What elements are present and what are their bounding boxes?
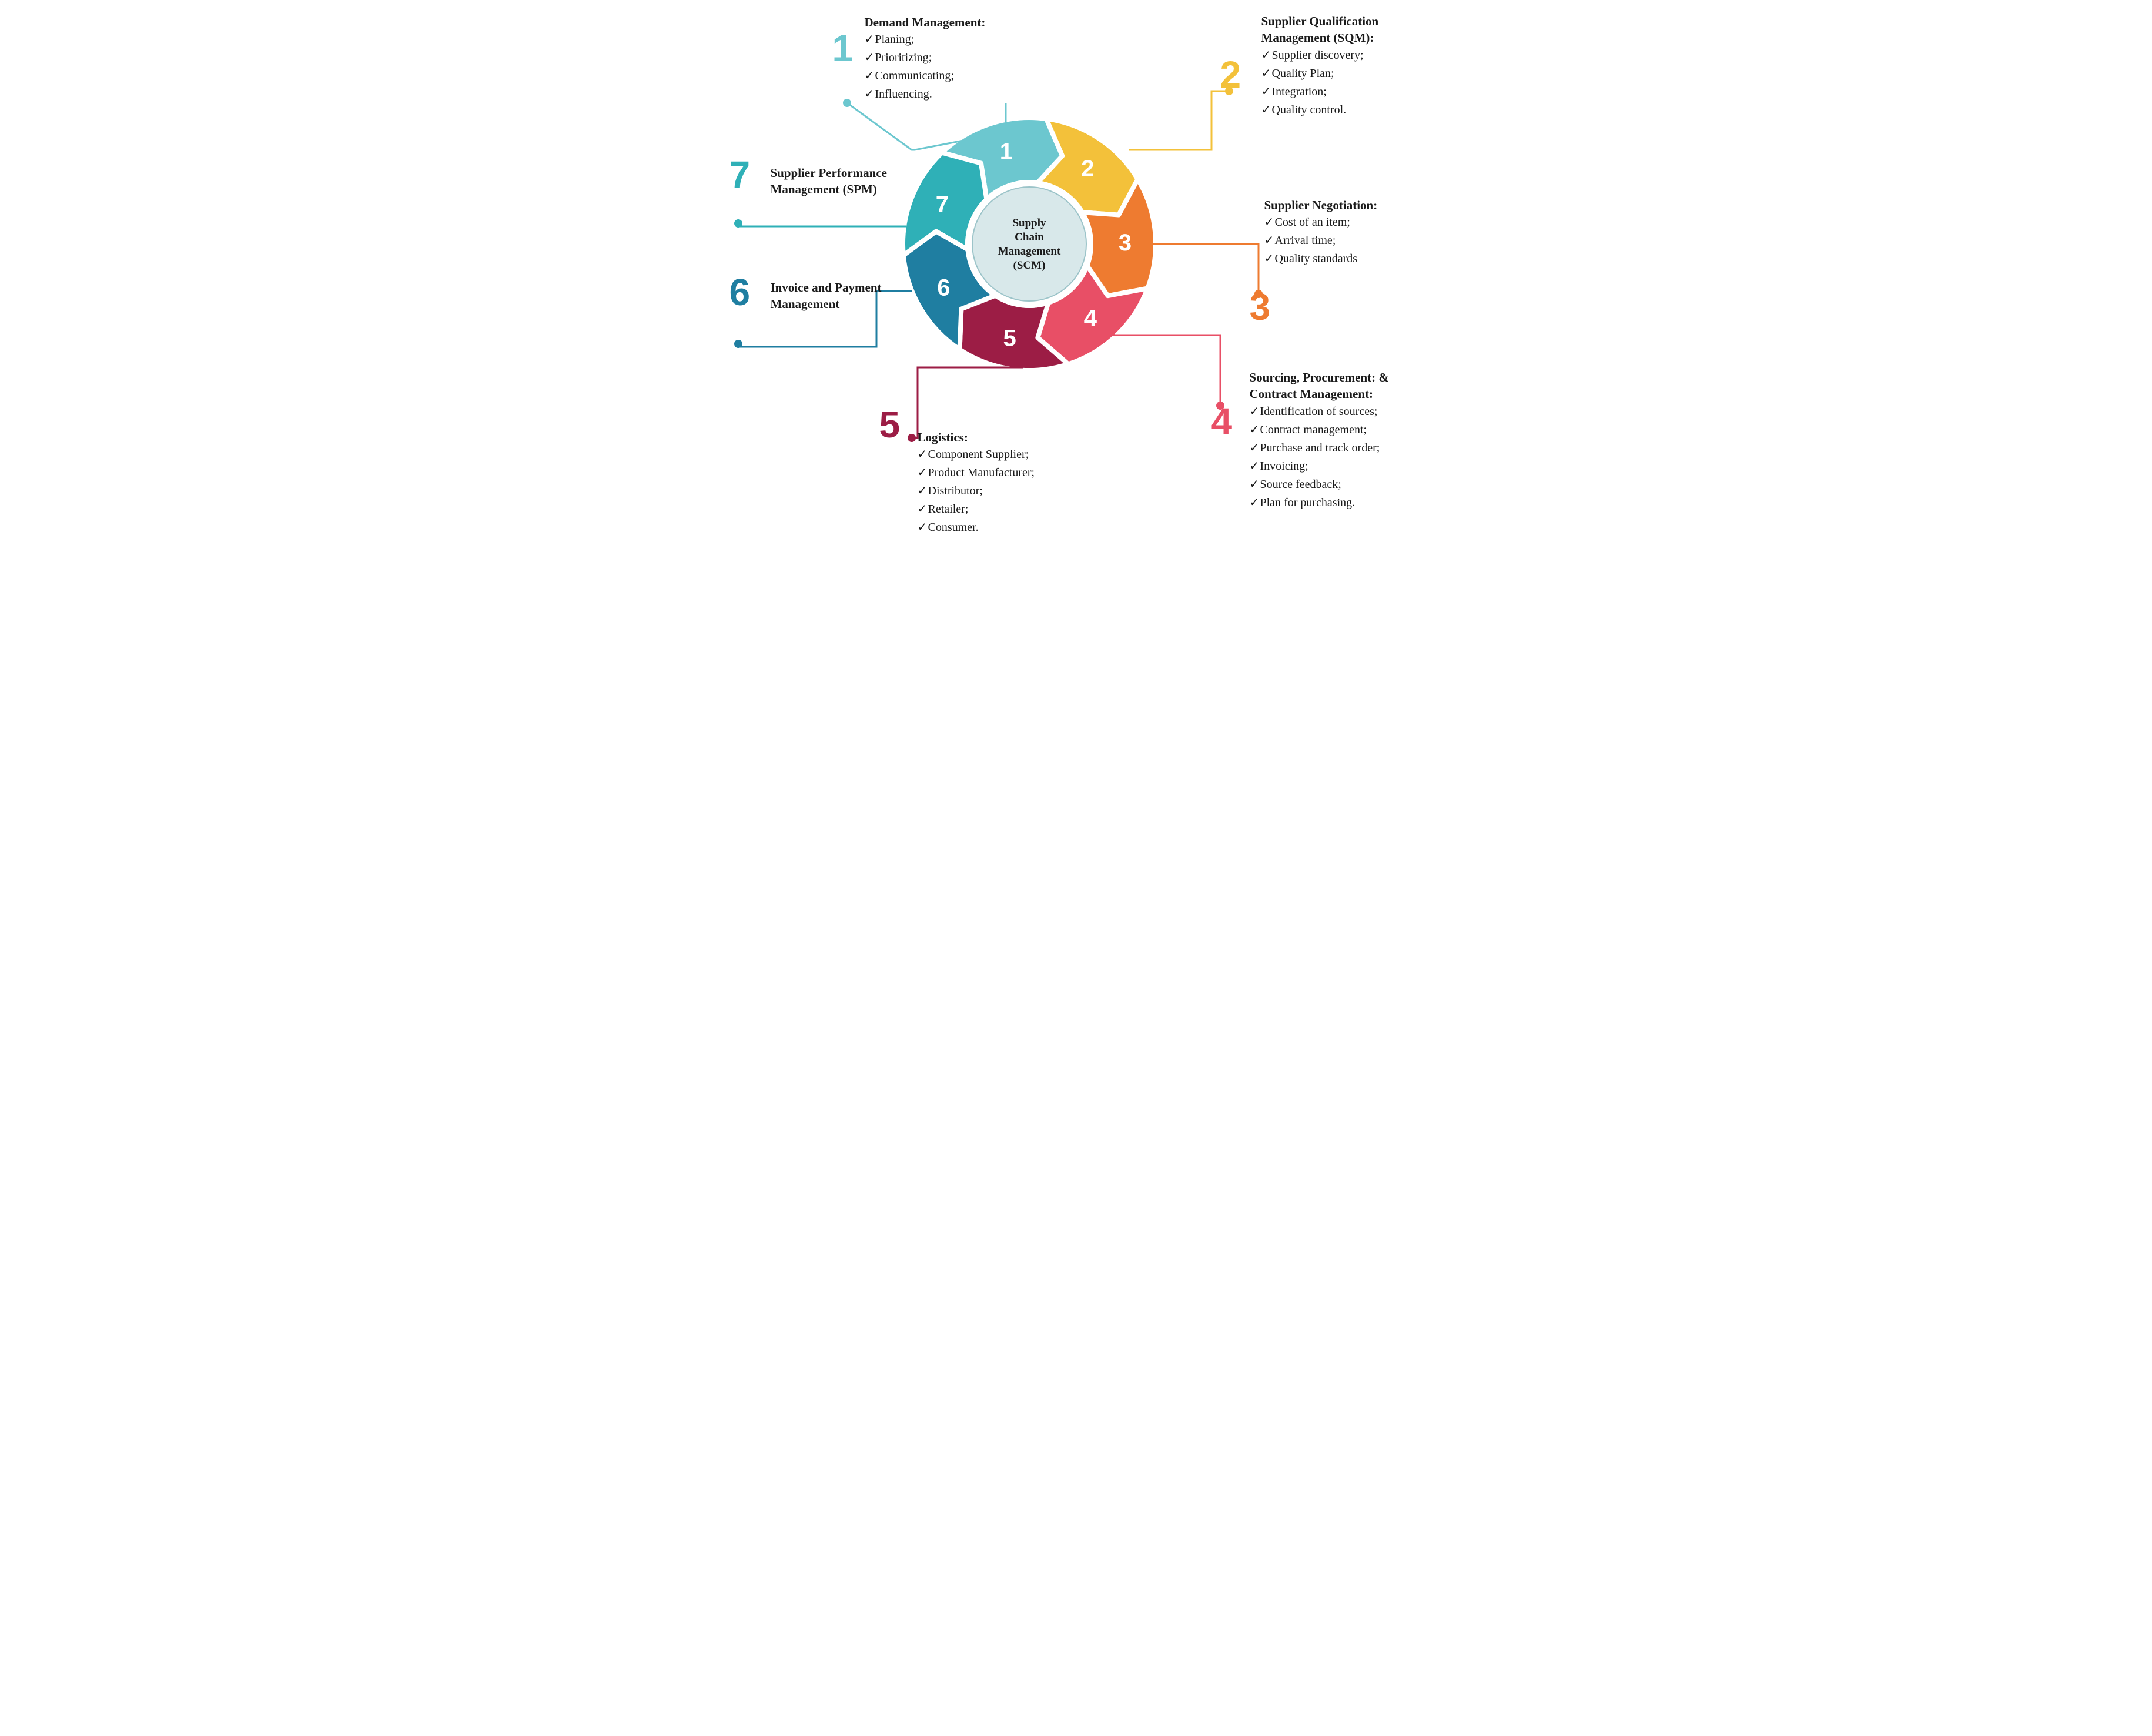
ring-segment-label-5: 5 <box>1003 326 1016 352</box>
check-icon: ✓ <box>865 67 875 85</box>
callout-dot-7 <box>734 219 742 228</box>
callout-block-2: Supplier Qualification Management (SQM):… <box>1261 13 1432 119</box>
check-icon: ✓ <box>865 85 875 103</box>
check-icon: ✓ <box>1250 494 1260 512</box>
callout-number-6: 6 <box>729 273 749 311</box>
callout-item-5-4: ✓Consumer. <box>918 519 1035 537</box>
callout-item-2-2: ✓Integration; <box>1261 83 1432 101</box>
callout-line-2 <box>1129 91 1229 150</box>
callout-dot-5 <box>908 434 916 442</box>
callout-number-5: 5 <box>879 406 899 443</box>
check-icon: ✓ <box>1264 232 1275 250</box>
callout-title-6: Invoice and Payment Management <box>771 279 941 313</box>
callout-number-3: 3 <box>1250 288 1270 326</box>
check-icon: ✓ <box>865 31 875 49</box>
callout-item-2-1: ✓Quality Plan; <box>1261 65 1432 83</box>
callout-item-5-1: ✓Product Manufacturer; <box>918 464 1035 482</box>
ring-segment-label-4: 4 <box>1083 306 1097 332</box>
check-icon: ✓ <box>1250 421 1260 439</box>
callout-number-1: 1 <box>832 29 852 67</box>
check-icon: ✓ <box>918 464 928 482</box>
check-icon: ✓ <box>1261 101 1272 119</box>
callout-title-7: Supplier Performance Management (SPM) <box>771 165 941 198</box>
callout-dot-6 <box>734 340 742 348</box>
callout-item-5-0: ✓Component Supplier; <box>918 446 1035 464</box>
check-icon: ✓ <box>918 482 928 500</box>
callout-item-4-3: ✓Invoicing; <box>1250 457 1420 476</box>
callout-number-4: 4 <box>1211 403 1231 440</box>
callout-line-3 <box>1150 244 1259 294</box>
check-icon: ✓ <box>1264 213 1275 232</box>
callout-item-4-4: ✓Source feedback; <box>1250 476 1420 494</box>
callout-item-3-2: ✓Quality standards <box>1264 250 1378 268</box>
callout-title-1: Demand Management: <box>865 14 986 31</box>
callout-block-3: Supplier Negotiation:✓Cost of an item;✓A… <box>1264 197 1378 268</box>
check-icon: ✓ <box>1250 439 1260 457</box>
check-icon: ✓ <box>865 49 875 67</box>
scm-infographic: 1234567SupplyChainManagement(SCM) 1Deman… <box>718 0 1435 578</box>
ring-segment-label-2: 2 <box>1081 156 1094 182</box>
callout-number-2: 2 <box>1220 56 1240 93</box>
callout-item-2-3: ✓Quality control. <box>1261 101 1432 119</box>
check-icon: ✓ <box>918 519 928 537</box>
callout-item-3-0: ✓Cost of an item; <box>1264 213 1378 232</box>
callout-title-5: Logistics: <box>918 429 1035 446</box>
ring-segment-label-1: 1 <box>999 139 1012 165</box>
callout-block-7: Supplier Performance Management (SPM) <box>771 165 941 198</box>
callout-block-5: Logistics:✓Component Supplier;✓Product M… <box>918 429 1035 537</box>
check-icon: ✓ <box>1250 457 1260 476</box>
callout-item-4-2: ✓Purchase and track order; <box>1250 439 1420 457</box>
callout-title-3: Supplier Negotiation: <box>1264 197 1378 213</box>
callout-item-4-0: ✓Identification of sources; <box>1250 403 1420 421</box>
check-icon: ✓ <box>1264 250 1275 268</box>
check-icon: ✓ <box>918 500 928 519</box>
center-circle <box>972 187 1086 301</box>
callout-item-4-5: ✓Plan for purchasing. <box>1250 494 1420 512</box>
callout-item-1-2: ✓Communicating; <box>865 67 986 85</box>
callout-line-7 <box>738 223 906 226</box>
check-icon: ✓ <box>918 446 928 464</box>
callout-block-1: Demand Management:✓Planing;✓Prioritizing… <box>865 14 986 103</box>
callout-item-2-0: ✓Supplier discovery; <box>1261 46 1432 65</box>
callout-item-3-1: ✓Arrival time; <box>1264 232 1378 250</box>
ring-segment-label-3: 3 <box>1118 230 1131 256</box>
callout-item-1-1: ✓Prioritizing; <box>865 49 986 67</box>
check-icon: ✓ <box>1250 403 1260 421</box>
callout-block-4: Sourcing, Procurement: & Contract Manage… <box>1250 369 1420 512</box>
callout-line-5 <box>912 367 1023 438</box>
callout-item-5-3: ✓Retailer; <box>918 500 1035 519</box>
callout-dot-1 <box>843 99 851 107</box>
check-icon: ✓ <box>1250 476 1260 494</box>
callout-item-4-1: ✓Contract management; <box>1250 421 1420 439</box>
check-icon: ✓ <box>1261 65 1272 83</box>
check-icon: ✓ <box>1261 46 1272 65</box>
callout-block-6: Invoice and Payment Management <box>771 279 941 313</box>
callout-number-7: 7 <box>729 156 749 193</box>
callout-line-4 <box>1100 335 1220 406</box>
callout-item-1-0: ✓Planing; <box>865 31 986 49</box>
callout-item-5-2: ✓Distributor; <box>918 482 1035 500</box>
callout-title-2: Supplier Qualification Management (SQM): <box>1261 13 1432 46</box>
check-icon: ✓ <box>1261 83 1272 101</box>
callout-title-4: Sourcing, Procurement: & Contract Manage… <box>1250 369 1420 403</box>
callout-item-1-3: ✓Influencing. <box>865 85 986 103</box>
